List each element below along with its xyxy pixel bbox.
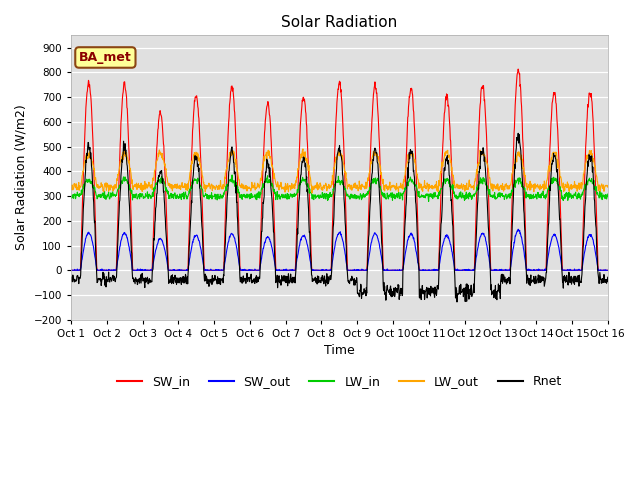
SW_in: [515, 66, 522, 72]
SW_in: [604, 267, 612, 273]
Line: LW_out: LW_out: [71, 149, 608, 193]
Rnet: [453, 299, 461, 305]
LW_in: [423, 191, 431, 197]
LW_in: [67, 192, 75, 198]
LW_out: [423, 180, 431, 186]
Rnet: [604, 275, 612, 280]
SW_in: [493, 267, 500, 273]
SW_in: [540, 267, 548, 273]
SW_out: [515, 227, 522, 232]
SW_out: [604, 267, 612, 273]
X-axis label: Time: Time: [324, 344, 355, 357]
SW_out: [423, 267, 431, 273]
Title: Solar Radiation: Solar Radiation: [281, 15, 397, 30]
SW_out: [541, 267, 548, 273]
SW_in: [186, 189, 194, 194]
LW_out: [308, 190, 316, 196]
Rnet: [186, 224, 194, 229]
LW_in: [604, 191, 612, 197]
LW_in: [228, 172, 236, 178]
SW_in: [246, 267, 254, 273]
SW_out: [68, 267, 76, 273]
LW_out: [541, 180, 548, 185]
SW_out: [174, 267, 182, 273]
LW_out: [187, 165, 195, 170]
SW_out: [247, 267, 255, 273]
Rnet: [422, 287, 430, 292]
LW_out: [493, 186, 501, 192]
LW_out: [247, 188, 255, 194]
LW_in: [425, 199, 433, 204]
Text: BA_met: BA_met: [79, 51, 132, 64]
Legend: SW_in, SW_out, LW_in, LW_out, Rnet: SW_in, SW_out, LW_in, LW_out, Rnet: [112, 370, 567, 393]
LW_in: [493, 195, 501, 201]
LW_in: [247, 195, 255, 201]
Line: Rnet: Rnet: [71, 133, 608, 302]
LW_in: [186, 188, 194, 193]
Line: SW_out: SW_out: [71, 229, 608, 270]
SW_in: [173, 267, 181, 273]
Rnet: [493, 297, 500, 302]
Y-axis label: Solar Radiation (W/m2): Solar Radiation (W/m2): [15, 105, 28, 251]
SW_in: [67, 267, 75, 273]
Rnet: [541, 281, 548, 287]
LW_out: [604, 184, 612, 190]
LW_out: [67, 185, 75, 191]
LW_in: [173, 192, 181, 198]
Line: LW_in: LW_in: [71, 175, 608, 202]
SW_in: [422, 267, 430, 273]
SW_out: [67, 267, 75, 273]
Rnet: [173, 278, 181, 284]
Rnet: [515, 131, 522, 136]
Line: SW_in: SW_in: [71, 69, 608, 270]
LW_out: [120, 146, 128, 152]
Rnet: [67, 276, 75, 281]
SW_out: [493, 267, 500, 273]
Rnet: [246, 274, 254, 280]
SW_out: [187, 250, 195, 255]
LW_out: [174, 184, 182, 190]
LW_in: [541, 193, 548, 199]
